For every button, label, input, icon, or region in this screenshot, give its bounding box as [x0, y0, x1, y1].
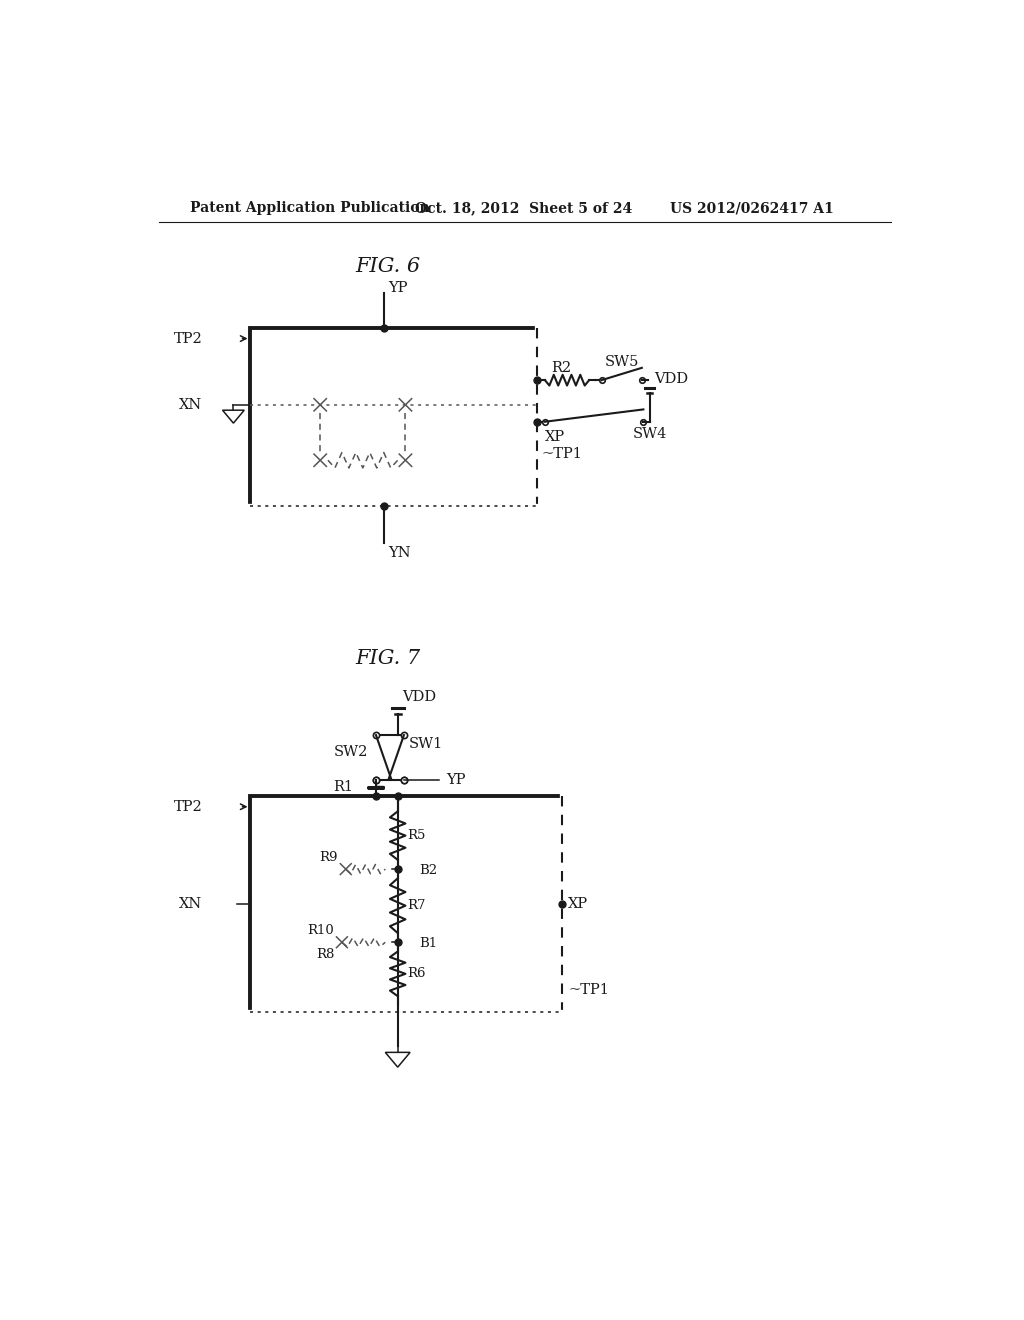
Text: SW2: SW2 — [334, 744, 369, 759]
Text: YP: YP — [446, 772, 466, 787]
Text: R6: R6 — [407, 968, 426, 981]
Text: ~TP1: ~TP1 — [568, 983, 609, 997]
Text: XN: XN — [179, 397, 203, 412]
Text: SW4: SW4 — [633, 428, 667, 441]
Text: VDD: VDD — [402, 690, 436, 705]
Text: TP2: TP2 — [174, 800, 203, 813]
Text: TP2: TP2 — [174, 331, 203, 346]
Text: R5: R5 — [407, 829, 425, 842]
Text: YP: YP — [388, 281, 408, 294]
Text: R1: R1 — [333, 780, 352, 795]
Text: Patent Application Publication: Patent Application Publication — [190, 202, 430, 215]
Text: B2: B2 — [420, 865, 437, 878]
Text: R7: R7 — [407, 899, 426, 912]
Text: R8: R8 — [315, 948, 334, 961]
Text: VDD: VDD — [654, 372, 688, 385]
Text: YN: YN — [388, 545, 411, 560]
Text: SW1: SW1 — [409, 738, 442, 751]
Text: SW5: SW5 — [604, 355, 639, 368]
Text: US 2012/0262417 A1: US 2012/0262417 A1 — [671, 202, 835, 215]
Text: XP: XP — [568, 896, 589, 911]
Text: Oct. 18, 2012  Sheet 5 of 24: Oct. 18, 2012 Sheet 5 of 24 — [415, 202, 632, 215]
Text: R10: R10 — [307, 924, 334, 937]
Text: XN: XN — [179, 896, 203, 911]
Text: B1: B1 — [420, 937, 437, 950]
Text: XP: XP — [545, 430, 565, 444]
Text: ~TP1: ~TP1 — [541, 447, 582, 461]
Text: FIG. 6: FIG. 6 — [355, 256, 420, 276]
Text: FIG. 7: FIG. 7 — [355, 649, 420, 668]
Text: R9: R9 — [319, 851, 338, 865]
Text: R2: R2 — [551, 360, 571, 375]
